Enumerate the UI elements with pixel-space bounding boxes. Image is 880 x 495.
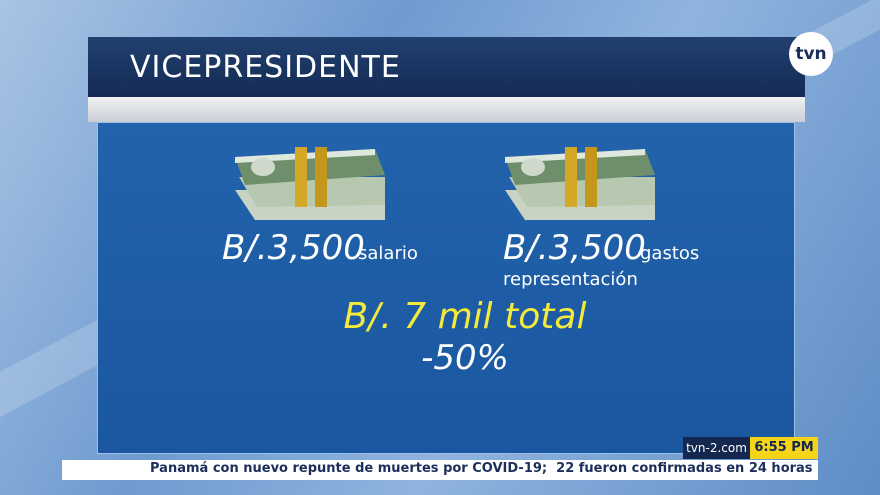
site: tvn-2.com: [683, 437, 750, 459]
money-stack: [505, 147, 655, 220]
clock: 6:55 PM: [750, 437, 818, 459]
title-bar: [88, 37, 805, 97]
ticker-text: Panamá con nuevo repunte de muertes por …: [150, 461, 813, 476]
amount: B/.3,500: [503, 228, 646, 268]
total: B/. 7 mil total: [343, 296, 587, 337]
change: -50%: [421, 338, 509, 378]
amount-label: salario: [358, 243, 418, 264]
title-strip: [88, 97, 805, 122]
money-stack: [235, 147, 385, 220]
title: VICEPRESIDENTE: [130, 50, 401, 85]
panel: [97, 122, 795, 454]
ticker-bar: [62, 460, 818, 480]
amount-label: representación: [503, 269, 638, 290]
logo: tvn: [789, 32, 833, 76]
amount-label: gastos: [640, 243, 700, 264]
amount: B/.3,500: [222, 228, 365, 268]
